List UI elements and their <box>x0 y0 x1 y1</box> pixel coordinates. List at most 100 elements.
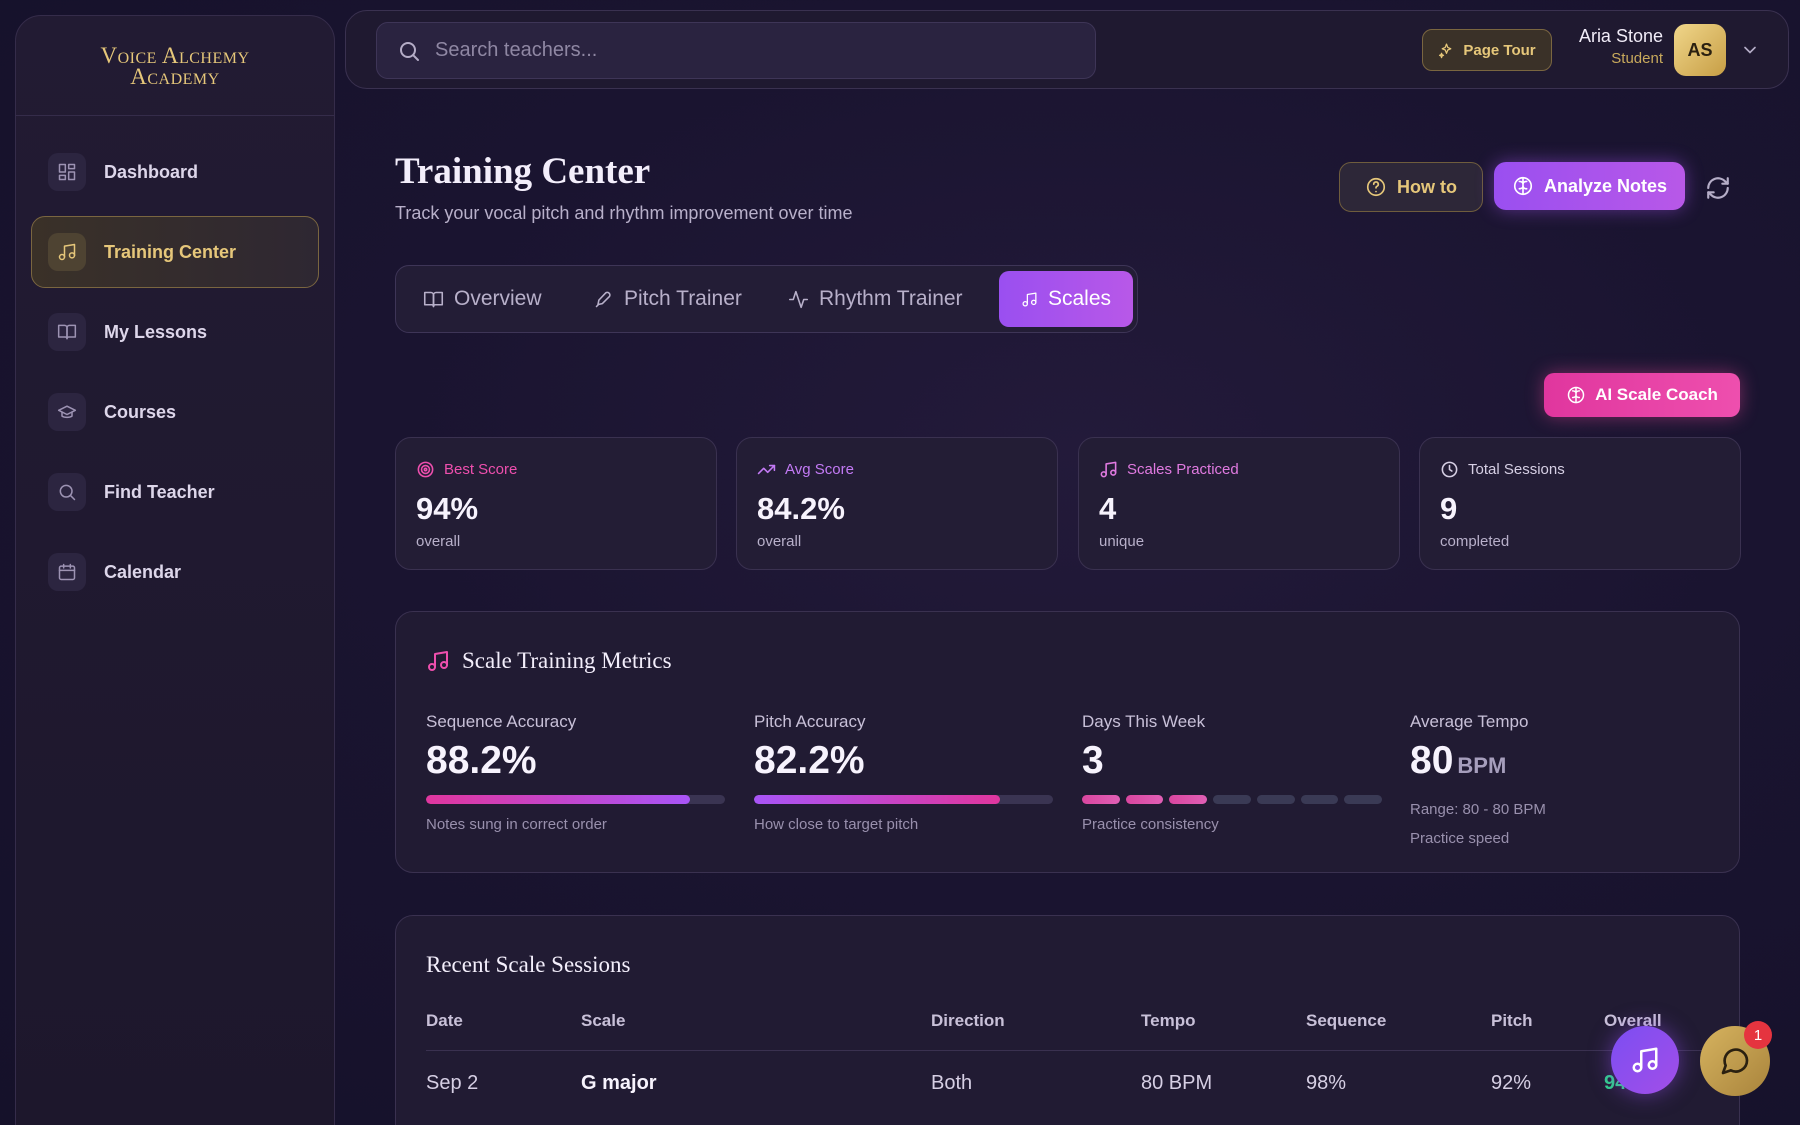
metric-note: Practice consistency <box>1082 816 1219 833</box>
search-icon <box>400 41 419 61</box>
stat-footnote: completed <box>1440 533 1510 550</box>
scale-training-metrics-panel: Scale Training Metrics Sequence Accuracy… <box>395 611 1740 873</box>
stat-value: 94% <box>416 491 479 526</box>
stat-label: Total Sessions <box>1468 461 1565 478</box>
calendar-icon <box>48 553 86 591</box>
column-header-date: Date <box>426 1011 463 1030</box>
table-header: Date Scale Direction Tempo Sequence Pitc… <box>426 1011 1711 1051</box>
cell-pitch: 92% <box>1491 1072 1532 1094</box>
help-circle-icon <box>1366 177 1386 197</box>
column-header-pitch: Pitch <box>1491 1011 1533 1030</box>
day-dot <box>1256 795 1295 804</box>
avatar[interactable]: AS <box>1674 24 1726 76</box>
sidebar-item-label: Training Center <box>104 241 237 262</box>
metric-note: How close to target pitch <box>754 816 919 833</box>
brand-logo[interactable]: Voice Alchemy Academy <box>16 16 334 116</box>
page-subtitle: Track your vocal pitch and rhythm improv… <box>395 203 853 223</box>
day-dot <box>1213 795 1251 804</box>
sidebar-item-label: Calendar <box>104 561 182 582</box>
metric-label: Days This Week <box>1082 712 1206 731</box>
sidebar-item-label: Dashboard <box>104 161 199 182</box>
music-fab-button[interactable] <box>1611 1026 1679 1094</box>
chevron-down-icon[interactable] <box>1740 40 1760 60</box>
column-header-tempo: Tempo <box>1141 1011 1196 1030</box>
book-open-icon <box>48 313 86 351</box>
metric-label: Average Tempo <box>1410 712 1529 731</box>
page-tour-label: Page Tour <box>1463 41 1536 59</box>
metric-pitch-accuracy: Pitch Accuracy 82.2% How close to target… <box>754 712 1054 833</box>
sidebar-item-my-lessons[interactable]: My Lessons <box>31 296 319 368</box>
tab-overview[interactable]: Overview <box>401 271 564 327</box>
refresh-icon[interactable] <box>1705 175 1731 201</box>
column-header-scale: Scale <box>581 1011 626 1030</box>
book-icon <box>423 291 444 307</box>
day-dot <box>1082 795 1120 804</box>
clock-icon <box>1441 461 1458 478</box>
recent-scale-sessions-panel: Recent Scale Sessions Date Scale Directi… <box>395 915 1740 1125</box>
cell-direction: Both <box>931 1072 973 1094</box>
sidebar-item-label: Courses <box>104 401 177 422</box>
cell-tempo: 80 BPM <box>1141 1072 1213 1094</box>
cell-scale: G major <box>581 1072 657 1094</box>
user-name: Aria Stone <box>1578 26 1663 46</box>
stat-value: 9 <box>1440 491 1458 526</box>
notification-badge: 1 <box>1744 1021 1772 1049</box>
page-tour-button[interactable]: Page Tour <box>1422 29 1552 71</box>
search-icon <box>48 473 86 511</box>
stat-label: Best Score <box>444 461 518 478</box>
tab-label: Scales <box>1047 287 1111 310</box>
graduation-cap-icon <box>48 393 86 431</box>
metric-label: Sequence Accuracy <box>426 712 577 731</box>
target-icon <box>417 461 434 478</box>
metric-average-tempo: Average Tempo 80 BPM Range: 80 - 80 BPM P… <box>1410 712 1710 847</box>
tab-rhythm-trainer[interactable]: Rhythm Trainer <box>766 271 985 327</box>
metric-value: 3 <box>1082 739 1104 782</box>
metric-value: 88.2% <box>426 739 537 782</box>
brain-icon <box>1513 176 1533 196</box>
sparkles-icon <box>1439 42 1452 58</box>
sidebar-item-courses[interactable]: Courses <box>31 376 319 448</box>
day-dot <box>1344 795 1383 804</box>
metrics-title: Scale Training Metrics <box>462 648 672 673</box>
column-header-overall: Overall <box>1604 1011 1662 1030</box>
search-input[interactable] <box>435 39 1035 62</box>
ai-scale-coach-label: AI Scale Coach <box>1595 385 1718 404</box>
tempo-value: 80 <box>1410 739 1454 782</box>
search-box <box>376 22 1096 79</box>
top-bar: Page Tour Aria Stone Student AS <box>345 10 1789 89</box>
metric-note: Practice speed <box>1410 830 1510 847</box>
metric-label: Pitch Accuracy <box>754 712 866 731</box>
activity-icon <box>788 290 809 308</box>
progress-bar <box>754 795 1053 804</box>
music-icon <box>48 233 86 271</box>
tempo-range: Range: 80 - 80 BPM <box>1410 801 1546 818</box>
column-header-direction: Direction <box>931 1011 1005 1030</box>
analyze-notes-button[interactable]: Analyze Notes <box>1494 162 1685 210</box>
sidebar-item-label: My Lessons <box>104 321 208 342</box>
stat-value: 4 <box>1099 491 1117 526</box>
sidebar-item-calendar[interactable]: Calendar <box>31 536 319 608</box>
ai-scale-coach-button[interactable]: AI Scale Coach <box>1544 373 1740 417</box>
stat-card-avg-score: Avg Score 84.2% overall <box>736 437 1058 570</box>
column-header-sequence: Sequence <box>1306 1011 1387 1030</box>
progress-fill <box>754 795 1000 804</box>
day-dot <box>1125 795 1164 804</box>
music-icon <box>428 651 448 671</box>
stat-footnote: overall <box>416 533 461 550</box>
table-row[interactable]: Sep 2 G major Both 80 BPM 98% 92% 94% <box>426 1066 1711 1125</box>
sidebar-item-training-center[interactable]: Training Center <box>31 216 319 288</box>
sidebar-item-label: Find Teacher <box>104 481 215 502</box>
panel-title: Scale Training Metrics <box>426 648 672 674</box>
page-title: Training Center <box>395 151 651 192</box>
mic-icon <box>595 291 611 307</box>
cell-sequence: 98% <box>1306 1072 1347 1094</box>
cell-date: Sep 2 <box>426 1072 479 1094</box>
tab-scales[interactable]: Scales <box>999 271 1133 327</box>
sidebar-item-dashboard[interactable]: Dashboard <box>31 136 319 208</box>
tab-pitch-trainer[interactable]: Pitch Trainer <box>571 271 764 327</box>
sidebar-item-find-teacher[interactable]: Find Teacher <box>31 456 319 528</box>
how-to-button[interactable]: How to <box>1339 162 1483 212</box>
metric-value: 82.2% <box>754 739 865 782</box>
tab-label: Overview <box>454 287 542 310</box>
metric-note: Notes sung in correct order <box>426 816 607 833</box>
